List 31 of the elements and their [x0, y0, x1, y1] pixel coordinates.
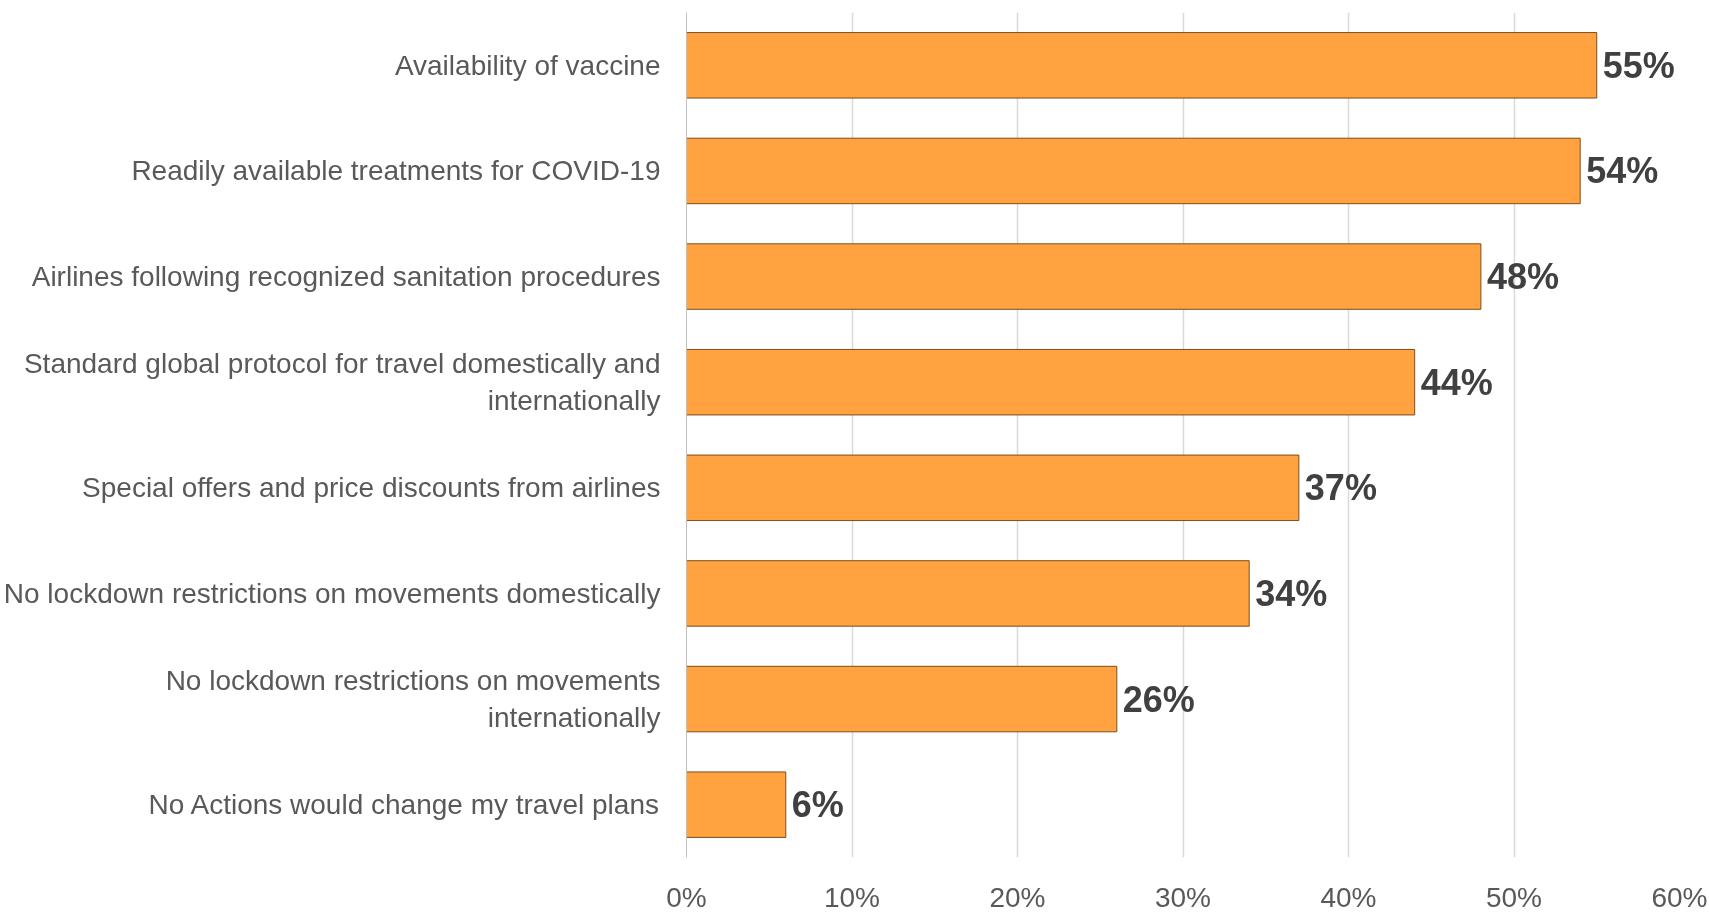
- y-tick-label: No Actions would change my travel plans: [148, 789, 659, 821]
- x-tick-label: 50%: [1485, 881, 1543, 913]
- bar: [686, 560, 1250, 627]
- bar: [686, 454, 1300, 522]
- data-label: 44%: [1420, 361, 1493, 403]
- bar: [686, 243, 1482, 310]
- data-label: 54%: [1586, 150, 1659, 192]
- data-label: 34%: [1255, 572, 1328, 614]
- bar: [686, 665, 1118, 733]
- x-tick-label: 60%: [1651, 881, 1708, 913]
- data-label: 37%: [1304, 467, 1377, 509]
- bar: [686, 32, 1598, 99]
- bar: [686, 137, 1581, 205]
- data-label: 26%: [1122, 678, 1195, 720]
- x-tick-label: 40%: [1320, 881, 1377, 913]
- y-tick-label: Readily available treatments for COVID-19: [131, 155, 661, 187]
- y-tick-label: Availability of vaccine: [394, 49, 661, 81]
- x-tick-label: 10%: [823, 881, 881, 913]
- x-tick-label: 20%: [989, 881, 1046, 913]
- bar: [686, 348, 1416, 416]
- data-label: 48%: [1486, 256, 1559, 298]
- x-tick-label: 0%: [666, 881, 707, 913]
- y-tick-label: No lockdown restrictions on movements internationally: [165, 664, 661, 734]
- y-tick-label: Airlines following recognized sanitation procedures: [31, 261, 661, 293]
- y-tick-label: Special offers and price discounts from airlines: [82, 472, 661, 504]
- x-tick-label: 30%: [1154, 881, 1212, 913]
- data-label: 55%: [1602, 44, 1675, 86]
- bar: [686, 771, 787, 838]
- y-tick-label: No lockdown restrictions on movements domestically: [3, 577, 661, 609]
- data-label: 6%: [791, 784, 844, 826]
- y-tick-label: Standard global protocol for travel domestically and internationally: [23, 348, 661, 417]
